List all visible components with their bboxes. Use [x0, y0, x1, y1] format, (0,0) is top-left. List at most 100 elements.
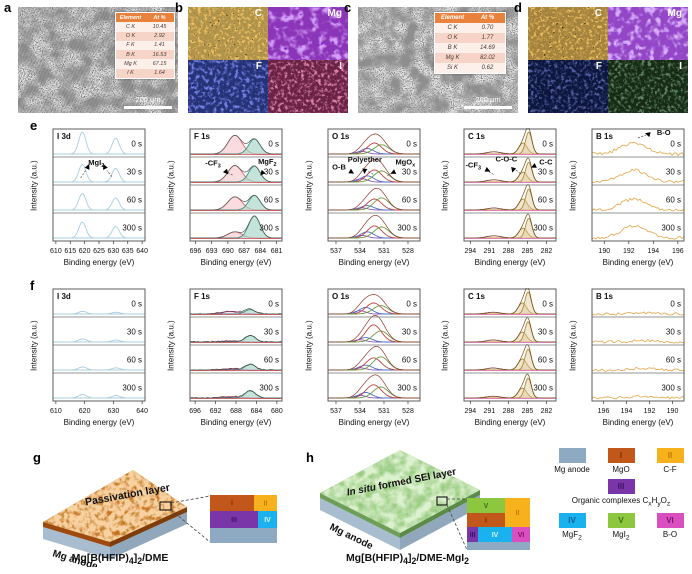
legend-swatch-I: I [607, 448, 635, 463]
time-label: 60 s [538, 355, 553, 364]
layer-edge-left [43, 522, 110, 547]
time-label: 60 s [264, 195, 279, 204]
eds-cell: Mg K [124, 60, 137, 67]
time-label: 300 s [661, 383, 681, 392]
plot-frame [463, 288, 557, 402]
xps-envelope [464, 213, 556, 239]
panel-label-g: g [33, 450, 41, 465]
time-label: 60 s [402, 195, 417, 204]
x-tick-label: 288 [503, 248, 515, 255]
map-element-label: C [594, 8, 602, 19]
xps-envelope [464, 343, 556, 371]
legend-item-I: I MgO [599, 448, 643, 474]
legend-item-IV: IV MgF2 [550, 512, 594, 541]
eds-map-mg: Mg [268, 7, 348, 60]
time-label: 60 s [538, 195, 553, 204]
time-label: 60 s [402, 355, 417, 364]
time-label: 60 s [666, 195, 681, 204]
y-axis-label: Intensity (a.u.) [166, 320, 176, 372]
plot-area: 0 s 30 s 60 s 300 s I 3d 610 615 620 625 630 635 64… [40, 128, 152, 273]
legend-label: B-O [662, 529, 678, 539]
y-axis-label: Intensity (a.u.) [304, 160, 314, 212]
annotation-text: MgF2 [258, 157, 276, 168]
xps-plot-f-o1s: Intensity (a.u.) 0 s 30 s 60 s 300 s O 1s 537 5… [303, 288, 427, 433]
eds-cell: O K [447, 34, 458, 41]
xps-envelope [190, 215, 282, 239]
xps-spectrum-svg: 0 s 30 s 60 s 300 s I 3d 610 620 630 640Binding … [50, 288, 148, 427]
xps-curve [53, 137, 145, 155]
element-label: B 1s [596, 292, 613, 301]
x-tick-label: 194 [647, 248, 659, 255]
annotation-text: C-C [539, 157, 553, 166]
x-tick-label: 534 [354, 248, 366, 255]
plot-frame [591, 288, 685, 402]
annotation-arrow [484, 166, 491, 172]
xps-envelope [190, 134, 282, 155]
plot-area: 0 s 30 s 60 s 300 s C 1s 294 291 288 285 282 Bindi… [451, 286, 563, 433]
xps-curve [328, 175, 420, 183]
annotation-arrow [644, 132, 651, 138]
inset-block-anode [210, 528, 277, 543]
map-element-label: F [595, 61, 602, 72]
xps-spectrum-svg: 0 s 30 s 60 s 300 s F 1s 696 692 688 684 680 Bindi… [189, 288, 283, 427]
legend-swatch-VI: VI [656, 512, 684, 528]
time-label: 30 s [666, 327, 681, 336]
x-tick-label: 640 [136, 248, 148, 255]
annotation-text: B-O [657, 128, 671, 137]
x-tick-label: 620 [79, 408, 91, 415]
inset-numeral: IV [264, 517, 271, 524]
anode-face-right [110, 512, 187, 559]
time-label: 30 s [264, 167, 279, 176]
xps-spectrum-svg: 0 s 30 s 60 s 300 s I 3d 610 615 620 625 630 635 64… [50, 128, 148, 267]
time-label: 0 s [131, 299, 142, 308]
y-axis-label: Intensity (a.u.) [29, 320, 39, 372]
x-tick-label: 196 [598, 408, 610, 415]
xps-envelope [464, 373, 556, 399]
spectrum-row-30s: 30 s [591, 156, 685, 186]
annotation-text: O-B [332, 162, 346, 171]
x-tick-label: 291 [484, 408, 496, 415]
x-tick-label: 696 [190, 248, 202, 255]
time-label: 0 s [131, 139, 142, 148]
plot-frame [463, 128, 557, 242]
xps-envelope [190, 165, 282, 183]
annotation-arrow [260, 169, 266, 176]
x-tick-label: 630 [108, 248, 120, 255]
xps-curve [53, 226, 145, 239]
x-tick-label: 531 [378, 408, 390, 415]
eds-cell: Mg K [445, 54, 460, 61]
legend-swatch-anode [558, 448, 586, 463]
annotation-leader [637, 134, 646, 139]
xps-envelope [328, 374, 420, 399]
xps-curve [53, 366, 145, 371]
x-tick-label: 640 [136, 408, 148, 415]
eds-table-row: B K 16.53 [116, 50, 174, 60]
time-label: 0 s [268, 139, 279, 148]
xps-curve-fill [190, 195, 282, 210]
eds-cell: 2.92 [154, 33, 165, 39]
legend-item-III: III Organic complexes CxHyOz [550, 479, 692, 508]
eds-map-mg: Mg [608, 7, 688, 60]
xps-plot-f-c1s: Intensity (a.u.) 0 s 30 s 60 s 300 s C 1s 294 2… [439, 286, 563, 433]
inset-numeral: II [516, 510, 520, 517]
annotation-leader [106, 170, 113, 177]
annotation-text: MgOx [395, 158, 415, 169]
xps-envelope [328, 315, 420, 343]
xps-plot-f-f1s: Intensity (a.u.) 0 s 30 s 60 s 300 s F 1s 696 6… [165, 288, 289, 433]
annotation-leader [488, 171, 494, 175]
eds-map-c: C [188, 7, 268, 60]
spectrum-row-300s: 300 s [327, 372, 421, 402]
x-axis-label: Binding energy (eV) [475, 418, 546, 427]
legend-swatch-III: III [607, 479, 635, 494]
xps-plot-e-b1s: Intensity (a.u.) 0 s 30 s 60 s 300 s B 1s 190 1… [567, 128, 691, 273]
x-tick-label: 294 [465, 248, 477, 255]
element-label: F 1s [194, 292, 211, 301]
annotation-leader [80, 170, 86, 179]
y-axis-label: Intensity (a.u.) [568, 160, 578, 212]
eds-cell: 67.15 [152, 60, 167, 67]
xps-curve [53, 197, 145, 211]
spectrum-row-60s: 60 s [52, 184, 146, 214]
x-tick-label: 537 [330, 248, 342, 255]
